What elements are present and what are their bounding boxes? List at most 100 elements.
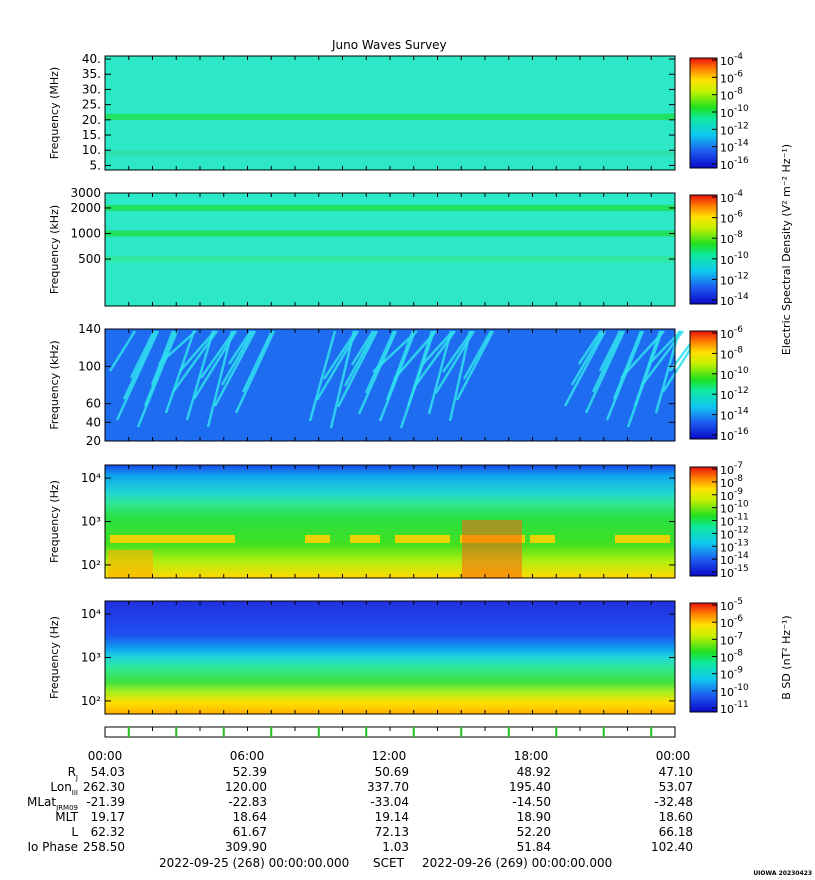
y-axis-label: Frequency (Hz)	[48, 616, 61, 699]
colorbar-exponent: -14	[734, 139, 749, 149]
burst-47	[591, 330, 624, 393]
y-tick-label: 5.	[90, 158, 101, 172]
burst-44	[570, 330, 605, 386]
emission-patch-3	[395, 535, 450, 543]
y-tick-label: 40.	[82, 52, 101, 66]
colorbar-tick-label: 10-10	[720, 251, 749, 267]
colorbar-exponent: -6	[734, 325, 743, 335]
colorbar-exponent: -10	[734, 104, 749, 114]
ephemeris-row-subscript: III	[72, 789, 78, 797]
colorbar-exponent: -8	[734, 345, 743, 355]
burst-26	[350, 330, 375, 366]
ephemeris-value: 195.40	[509, 780, 551, 794]
colorbar-tick-label: 10-16	[720, 156, 749, 172]
burst-16	[220, 330, 255, 386]
burst-24	[336, 330, 379, 408]
burst-48	[598, 330, 622, 372]
burst-5	[143, 330, 177, 407]
colorbar-tick-label: 10-8	[720, 345, 743, 361]
ephemeris-value: 337.70	[367, 780, 409, 794]
ephemeris-value: 18.64	[233, 810, 267, 824]
burst-55	[648, 330, 682, 365]
y-tick-label: 35.	[82, 67, 101, 81]
colorbar-exponent: -6	[734, 614, 743, 624]
colorbar	[689, 194, 718, 305]
colorbar-tick-label: 10-10	[720, 683, 749, 699]
ephemeris-value: 19.14	[375, 810, 409, 824]
burst-13	[199, 330, 236, 379]
ephemeris-value: 18.60	[659, 810, 693, 824]
emission-patch-6	[615, 535, 670, 543]
colorbar-exponent: -10	[734, 366, 749, 376]
y-tick-label: 10⁴	[81, 607, 101, 621]
emission-band-1	[105, 113, 675, 120]
colorbar-exponent: -8	[734, 649, 743, 659]
ephemeris-value: 66.18	[659, 825, 693, 839]
spectrogram-background	[105, 601, 675, 714]
burst-4	[136, 330, 179, 428]
ephemeris-value: -22.83	[228, 795, 267, 809]
time-label: 00:00	[88, 749, 123, 763]
burst-42	[462, 330, 493, 380]
ephemeris-row-label: Io Phase	[27, 840, 78, 854]
ephemeris-value: 52.20	[517, 825, 551, 839]
colorbar-label: Electric Spectral Density (V² m⁻² Hz⁻¹)	[780, 144, 793, 355]
ephemeris-value: -32.48	[654, 795, 693, 809]
ephemeris-value: 120.00	[225, 780, 267, 794]
burst-20	[308, 330, 337, 422]
ephemeris-value: 62.32	[91, 825, 125, 839]
colorbar-exponent: -14	[734, 407, 749, 417]
ephemeris-table: 00:00 06:00 12:00 18:00 00:00 RJ 54.03 52.39 50.…	[27, 749, 693, 854]
ephemeris-row-label: RJ	[68, 765, 78, 782]
page-title: Juno Waves Survey	[332, 38, 447, 52]
burst-53	[633, 330, 662, 407]
colorbar-exponent: -6	[734, 210, 743, 220]
colorbar-tick-label: 10-6	[720, 614, 743, 630]
colorbar-tick-label: 10-12	[720, 271, 749, 287]
ephemeris-value: 72.13	[375, 825, 409, 839]
colorbar	[689, 602, 718, 713]
ephemeris-value: 258.50	[83, 840, 125, 854]
time-label: 18:00	[514, 749, 549, 763]
burst-18	[234, 330, 276, 414]
burst-1	[115, 330, 160, 421]
emission-burst	[462, 520, 522, 578]
y-tick-label: 15.	[82, 128, 101, 142]
burst-23	[329, 330, 356, 429]
burst-31	[385, 330, 415, 401]
ephemeris-value: 54.03	[91, 765, 125, 779]
colorbar-tick-label: 10-10	[720, 104, 749, 120]
ephemeris-value: -33.04	[370, 795, 409, 809]
burst-2	[122, 330, 158, 400]
burst-37	[427, 330, 453, 415]
colorbar-exponent: -7	[734, 461, 743, 471]
colorbar-tick-label: 10-8	[720, 87, 743, 103]
footer-start-time: 2022-09-25 (268) 00:00:00.000	[159, 856, 349, 870]
colorbar-exponent: -16	[734, 427, 749, 437]
ephemeris-value: 309.90	[225, 840, 267, 854]
ephemeris-value: 19.17	[91, 810, 125, 824]
emission-burst-left	[108, 550, 153, 578]
y-tick-label: 60	[86, 397, 101, 411]
colorbar-exponent: -7	[734, 631, 743, 641]
burst-50	[612, 330, 643, 400]
spectrogram-background	[105, 193, 675, 306]
y-axis-label: Frequency (Hz)	[48, 480, 61, 563]
colorbar	[689, 466, 718, 577]
spectrogram-background	[105, 465, 675, 578]
y-tick-label: 25.	[82, 98, 101, 112]
burst-8	[164, 330, 196, 414]
y-tick-label: 40	[86, 415, 101, 429]
ephemeris-value: 52.39	[233, 765, 267, 779]
colorbar-exponent: -12	[734, 525, 749, 535]
y-tick-label: 10⁴	[81, 471, 101, 485]
ephemeris-row-label: L	[71, 825, 78, 839]
colorbar-label: B SD (nT² Hz⁻¹)	[780, 615, 793, 699]
y-tick-label: 10³	[81, 651, 101, 665]
burst-22	[322, 330, 358, 380]
colorbar-exponent: -11	[734, 513, 749, 523]
ephemeris-value: 47.10	[659, 765, 693, 779]
emission-patch-0	[110, 535, 235, 543]
